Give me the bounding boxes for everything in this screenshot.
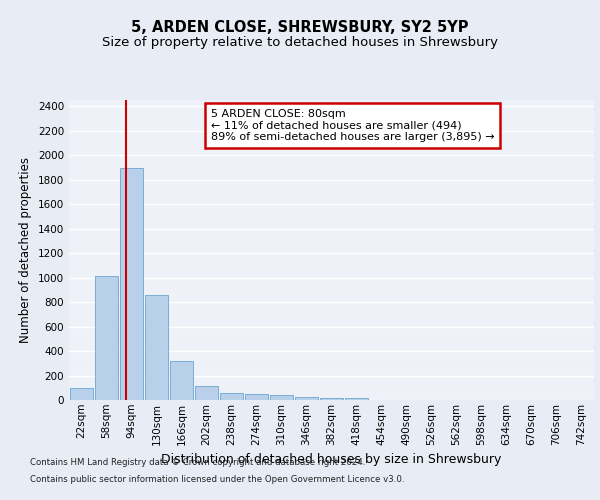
Bar — [295, 397, 318, 400]
Bar — [245, 394, 268, 400]
Text: Contains public sector information licensed under the Open Government Licence v3: Contains public sector information licen… — [30, 476, 404, 484]
Bar — [145, 294, 168, 400]
Bar — [70, 388, 93, 400]
Bar — [345, 398, 368, 400]
Text: 5 ARDEN CLOSE: 80sqm
← 11% of detached houses are smaller (494)
89% of semi-deta: 5 ARDEN CLOSE: 80sqm ← 11% of detached h… — [211, 109, 494, 142]
Text: Size of property relative to detached houses in Shrewsbury: Size of property relative to detached ho… — [102, 36, 498, 49]
Text: Contains HM Land Registry data © Crown copyright and database right 2024.: Contains HM Land Registry data © Crown c… — [30, 458, 365, 467]
Bar — [95, 276, 118, 400]
Bar — [320, 398, 343, 400]
Bar — [220, 392, 243, 400]
Bar — [170, 362, 193, 400]
Bar — [195, 386, 218, 400]
Y-axis label: Number of detached properties: Number of detached properties — [19, 157, 32, 343]
Text: 5, ARDEN CLOSE, SHREWSBURY, SY2 5YP: 5, ARDEN CLOSE, SHREWSBURY, SY2 5YP — [131, 20, 469, 35]
Bar — [270, 395, 293, 400]
X-axis label: Distribution of detached houses by size in Shrewsbury: Distribution of detached houses by size … — [161, 453, 502, 466]
Bar — [120, 168, 143, 400]
